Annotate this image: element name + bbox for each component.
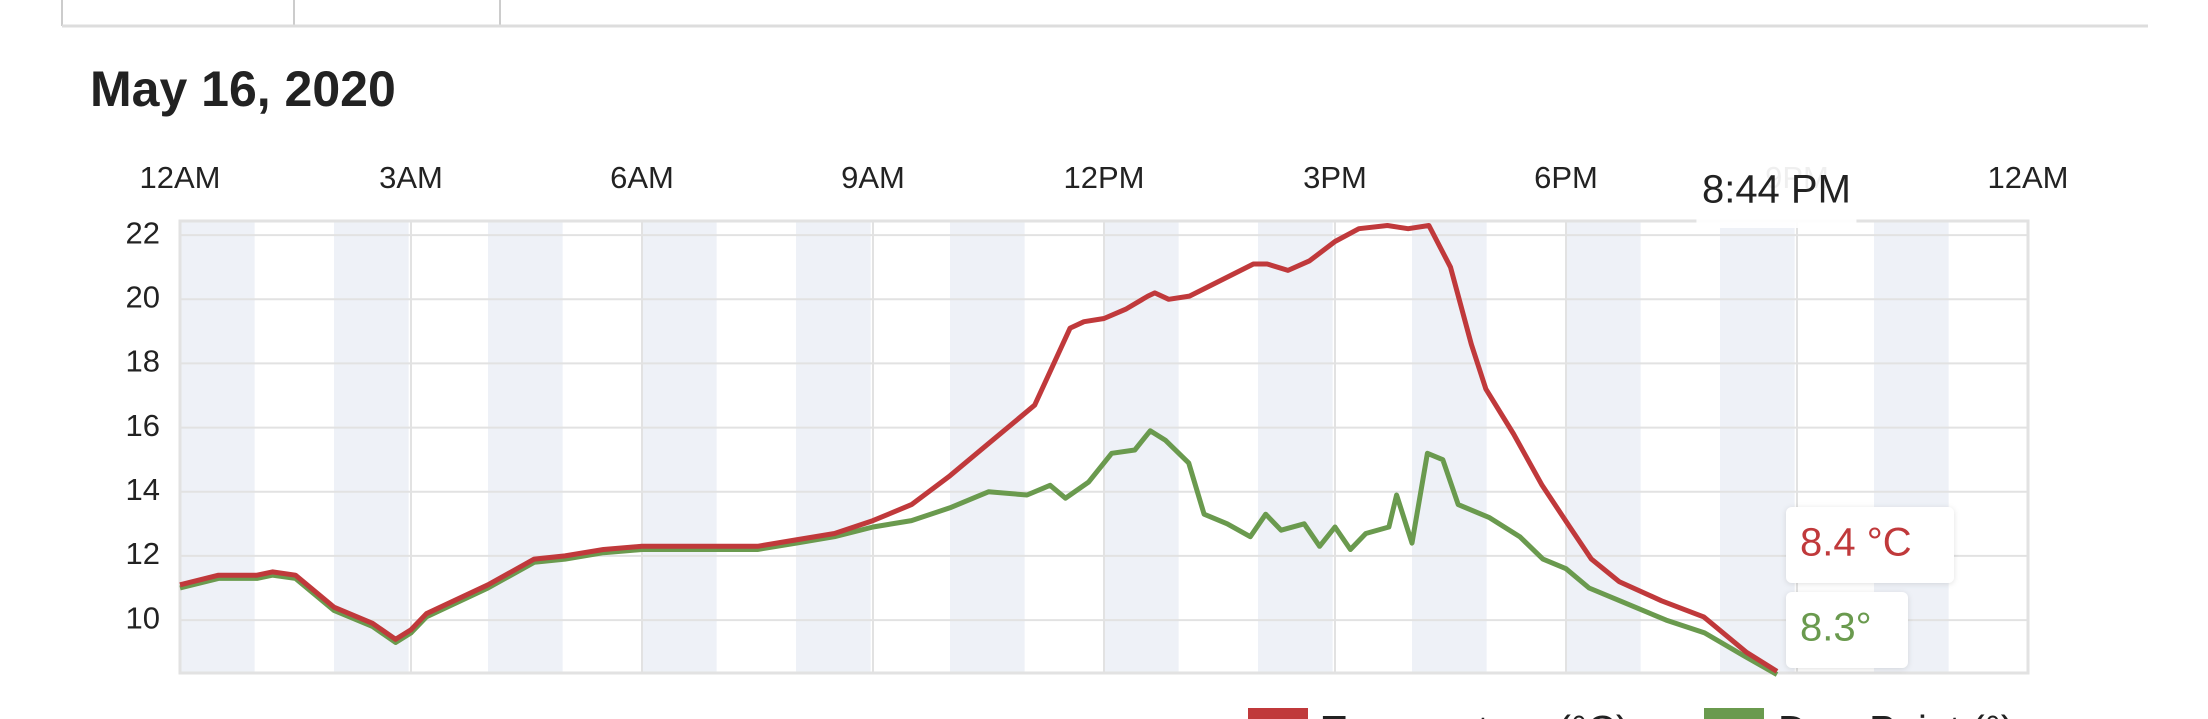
chart-title: May 16, 2020 bbox=[90, 61, 396, 117]
y-tick-label: 18 bbox=[126, 344, 160, 379]
series-line bbox=[179, 223, 1779, 674]
y-tick-label: 16 bbox=[126, 408, 160, 443]
column-band bbox=[488, 221, 563, 673]
y-tick-label: 10 bbox=[126, 600, 160, 635]
legend-swatch bbox=[1704, 708, 1764, 719]
x-tick-label: 6AM bbox=[610, 160, 674, 195]
end-label: 8.4 °C bbox=[1800, 521, 1912, 565]
x-tick-label: 12PM bbox=[1064, 160, 1145, 195]
x-tick-label: 9AM bbox=[841, 160, 905, 195]
legend-swatch bbox=[1248, 708, 1308, 719]
legend-label: Dew Point (°) bbox=[1778, 709, 2014, 719]
end-label-box bbox=[1786, 592, 1908, 668]
column-band bbox=[180, 221, 255, 673]
end-label: 8.3° bbox=[1800, 606, 1872, 650]
cursor-tooltip: 8:44 PM bbox=[1702, 168, 1851, 212]
x-tick-label: 12AM bbox=[140, 160, 221, 195]
column-band bbox=[1720, 221, 1795, 673]
column-band bbox=[1258, 221, 1333, 673]
x-tick-label: 6PM bbox=[1534, 160, 1598, 195]
x-tick-label: 12AM bbox=[1988, 160, 2069, 195]
y-tick-label: 22 bbox=[126, 215, 160, 250]
series-line bbox=[179, 428, 1779, 677]
legend-label: Temperature (°C) bbox=[1322, 709, 1629, 719]
y-tick-label: 20 bbox=[126, 279, 160, 314]
x-tick-label: 3AM bbox=[379, 160, 443, 195]
column-band bbox=[796, 221, 871, 673]
end-label-box bbox=[1786, 507, 1954, 583]
column-band bbox=[642, 221, 717, 673]
x-tick-label: 3PM bbox=[1303, 160, 1367, 195]
y-tick-label: 14 bbox=[126, 472, 160, 507]
column-band bbox=[1412, 221, 1487, 673]
column-band bbox=[334, 221, 409, 673]
y-tick-label: 12 bbox=[126, 536, 160, 571]
column-band bbox=[1104, 221, 1179, 673]
column-band bbox=[1566, 221, 1641, 673]
tab-bar bbox=[61, 0, 2148, 28]
cursor-tooltip-box bbox=[1696, 162, 1857, 228]
